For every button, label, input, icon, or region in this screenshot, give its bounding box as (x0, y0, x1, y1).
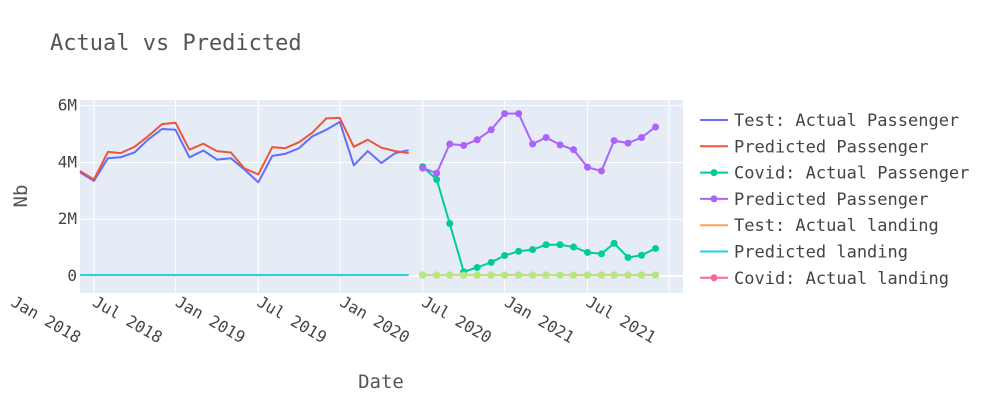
legend-marker (710, 195, 718, 203)
data-point[interactable] (570, 271, 578, 279)
x-tick-label: Jan 2019 (172, 292, 248, 347)
legend-label: Covid: Actual Passenger (734, 164, 969, 184)
series-line (79, 116, 409, 181)
data-point[interactable] (460, 271, 468, 279)
data-point[interactable] (542, 133, 550, 141)
data-point[interactable] (624, 254, 632, 262)
legend-label: Test: Actual Passenger (734, 111, 959, 131)
data-point[interactable] (638, 271, 646, 279)
series-layer (79, 110, 660, 279)
data-point[interactable] (446, 140, 454, 148)
data-point[interactable] (487, 271, 495, 279)
data-point[interactable] (501, 271, 509, 279)
legend-item[interactable]: Test: Actual landing (700, 216, 939, 236)
data-point[interactable] (473, 271, 481, 279)
series-0 (79, 120, 409, 184)
data-point[interactable] (638, 133, 646, 141)
data-point[interactable] (529, 140, 537, 148)
data-point[interactable] (597, 250, 605, 258)
data-point[interactable] (473, 263, 481, 271)
data-point[interactable] (460, 141, 468, 149)
legend-label: Predicted Passenger (734, 137, 928, 157)
data-point[interactable] (570, 146, 578, 154)
data-point[interactable] (515, 110, 523, 118)
data-point[interactable] (570, 243, 578, 251)
data-point[interactable] (446, 271, 454, 279)
data-point[interactable] (610, 271, 618, 279)
data-point[interactable] (542, 241, 550, 249)
legend-marker (710, 169, 718, 177)
data-point[interactable] (624, 139, 632, 147)
legend-item[interactable]: Covid: Actual landing (700, 269, 949, 289)
data-point[interactable] (446, 219, 454, 227)
x-tick-label: Jul 2019 (254, 292, 330, 347)
data-point[interactable] (419, 271, 427, 279)
y-axis-title: Nb (10, 185, 32, 208)
data-point[interactable] (419, 164, 427, 172)
data-point[interactable] (433, 175, 441, 183)
y-tick-label: 4M (58, 152, 77, 171)
legend-item[interactable]: Predicted Passenger (700, 190, 928, 210)
data-point[interactable] (433, 169, 441, 177)
data-point[interactable] (584, 248, 592, 256)
legend-label: Test: Actual landing (734, 216, 939, 236)
legend-item[interactable]: Predicted Passenger (700, 137, 928, 157)
data-point[interactable] (542, 271, 550, 279)
legend-label: Predicted Passenger (734, 190, 928, 210)
series-7 (419, 271, 660, 279)
y-tick-label: 0 (67, 266, 77, 285)
data-point[interactable] (487, 258, 495, 266)
data-point[interactable] (556, 241, 564, 249)
data-point[interactable] (652, 244, 660, 252)
x-tick-label: Jul 2020 (419, 292, 495, 347)
data-point[interactable] (597, 271, 605, 279)
legend-item[interactable]: Test: Actual Passenger (700, 111, 959, 131)
legend[interactable]: Test: Actual Passenger Predicted Passenge… (700, 111, 969, 289)
data-point[interactable] (515, 247, 523, 255)
legend-item[interactable]: Predicted landing (700, 243, 908, 263)
data-point[interactable] (556, 141, 564, 149)
data-point[interactable] (487, 126, 495, 134)
data-point[interactable] (473, 136, 481, 144)
x-axis-title: Date (358, 371, 404, 393)
series-line (79, 120, 409, 184)
series-3 (419, 110, 660, 177)
data-point[interactable] (584, 271, 592, 279)
legend-item[interactable]: Covid: Actual Passenger (700, 164, 969, 184)
y-axis-ticks: 0 2M 4M 6M (58, 96, 77, 285)
x-tick-label: Jan 2021 (502, 292, 578, 347)
data-point[interactable] (638, 251, 646, 259)
data-point[interactable] (597, 167, 605, 175)
data-point[interactable] (652, 123, 660, 131)
legend-label: Predicted landing (734, 243, 908, 263)
x-tick-label: Jul 2018 (89, 292, 165, 347)
data-point[interactable] (501, 252, 509, 260)
data-point[interactable] (515, 271, 523, 279)
data-point[interactable] (610, 239, 618, 247)
chart-title: Actual vs Predicted (50, 31, 302, 56)
x-tick-label: Jan 2020 (337, 292, 413, 347)
y-tick-label: 2M (58, 209, 77, 228)
legend-label: Covid: Actual landing (734, 269, 949, 289)
x-tick-label: Jul 2021 (583, 292, 659, 347)
data-point[interactable] (624, 271, 632, 279)
y-tick-label: 6M (58, 96, 77, 115)
x-axis-ticks: Jan 2018 Jul 2018 Jan 2019 Jul 2019 Jan 2020… (8, 292, 659, 347)
data-point[interactable] (610, 137, 618, 145)
data-point[interactable] (433, 271, 441, 279)
data-point[interactable] (652, 271, 660, 279)
data-point[interactable] (529, 271, 537, 279)
data-point[interactable] (556, 271, 564, 279)
data-point[interactable] (501, 110, 509, 118)
x-tick-label: Jan 2018 (8, 292, 84, 347)
data-point[interactable] (529, 246, 537, 254)
series-1 (79, 116, 409, 181)
data-point[interactable] (584, 163, 592, 171)
legend-marker (710, 274, 718, 282)
